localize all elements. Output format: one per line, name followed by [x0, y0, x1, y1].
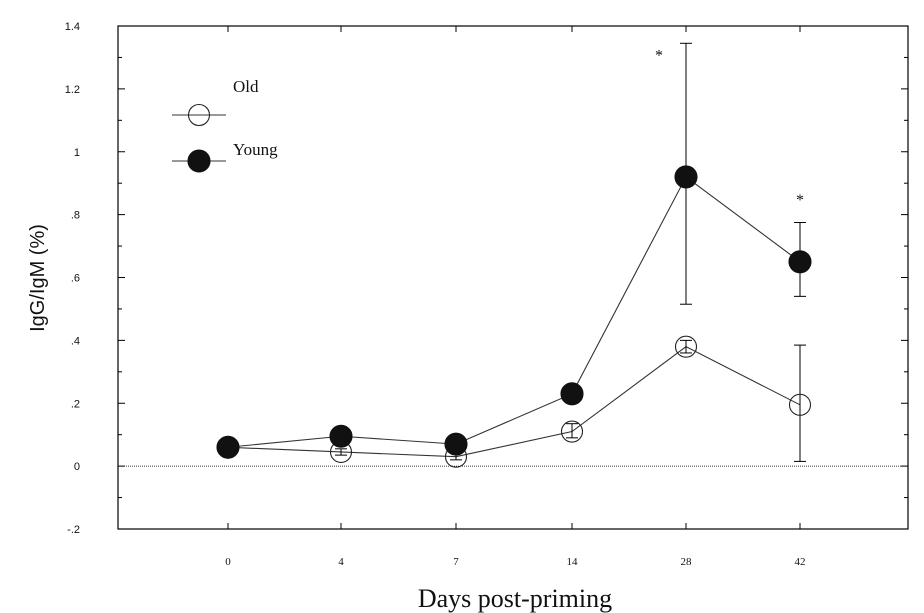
data-point-young: [444, 432, 468, 456]
y-axis-label: IgG/IgM (%): [27, 224, 49, 332]
y-tick-label: .8: [71, 210, 80, 222]
legend-marker-young: [187, 149, 211, 173]
legend-label-old: Old: [233, 77, 259, 96]
x-tick-label: 28: [681, 556, 693, 568]
y-tick-label: 0: [74, 461, 80, 473]
significance-marker: *: [655, 48, 663, 65]
axis-ticks: -.2 0 .2 .4 .6 .8 1 1.2 1.4 0 4 7 14 28 42: [65, 21, 908, 568]
data-point-young: [329, 424, 353, 448]
series-line-old: [227, 346, 801, 458]
data-point-old: [674, 335, 698, 358]
legend-label-young: Young: [233, 140, 278, 159]
y-tick-label: 1.2: [65, 84, 80, 96]
y-tick-label: .4: [71, 335, 80, 347]
x-tick-label: 4: [338, 556, 344, 568]
data-point-old: [560, 420, 584, 443]
legend-marker-old: [187, 103, 211, 127]
data-point-young: [560, 382, 584, 406]
x-tick-label: 7: [453, 556, 459, 568]
y-tick-label: 1.4: [65, 21, 80, 33]
series-lines: [227, 176, 801, 458]
y-tick-label: .2: [71, 398, 80, 410]
x-tick-label: 14: [567, 556, 579, 568]
y-tick-label: -.2: [67, 524, 80, 536]
x-tick-label: 0: [225, 556, 231, 568]
data-point-young: [788, 250, 812, 274]
legend: Old Young: [172, 77, 278, 173]
data-point-young: [216, 435, 240, 459]
data-point-old: [788, 393, 812, 416]
annotations: **: [655, 48, 804, 210]
significance-marker: *: [796, 192, 804, 209]
x-tick-label: 42: [795, 556, 806, 568]
y-tick-label: 1: [74, 147, 80, 159]
data-markers: [216, 165, 812, 468]
y-tick-label: .6: [71, 273, 80, 285]
data-point-young: [674, 165, 698, 189]
series-line-young: [227, 176, 801, 448]
x-axis-label: Days post-priming: [418, 584, 612, 613]
